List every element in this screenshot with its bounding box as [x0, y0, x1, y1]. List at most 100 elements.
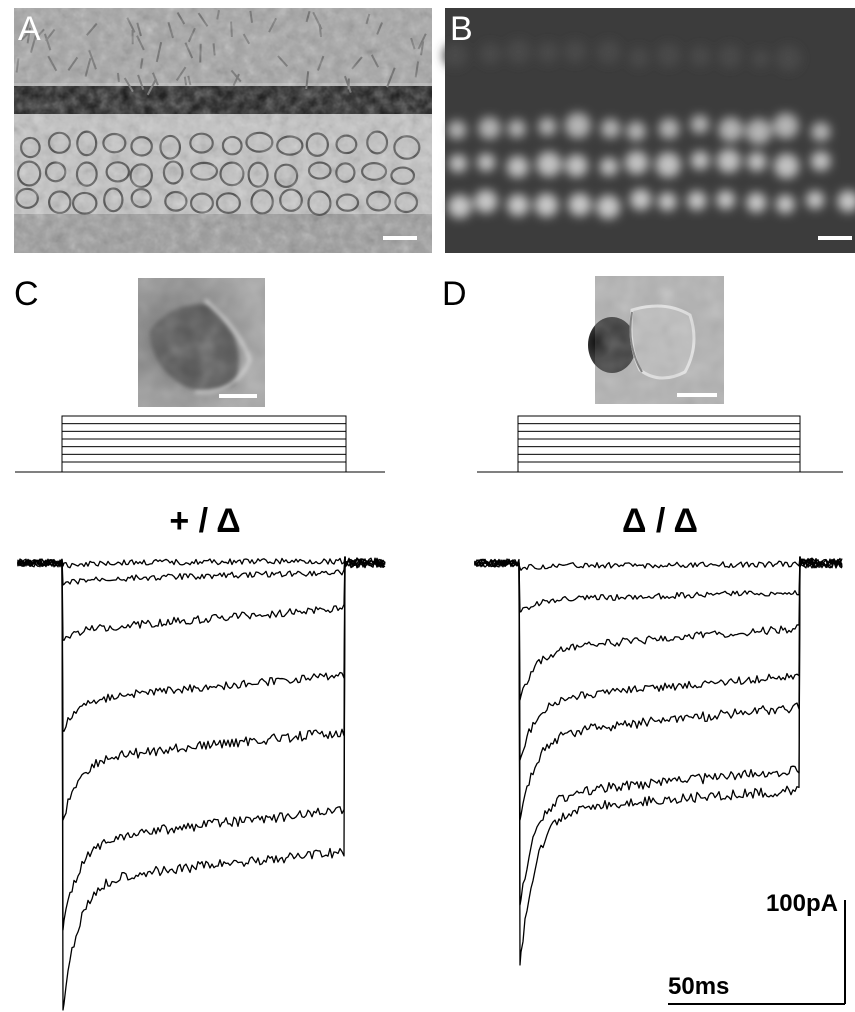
current-trace: [474, 556, 843, 906]
panel-d-label: D: [442, 275, 467, 313]
nucleus: [443, 43, 468, 68]
nucleus: [805, 190, 825, 210]
nucleus: [773, 153, 800, 179]
nucleus: [746, 192, 767, 213]
nucleus: [479, 43, 502, 65]
nucleus: [599, 157, 619, 177]
nucleus: [716, 190, 736, 210]
current-trace: [17, 556, 386, 821]
current-trace: [474, 556, 843, 966]
scale-bar-time-label: 50ms: [668, 973, 729, 1000]
nucleus: [745, 118, 772, 145]
nucleus: [773, 113, 799, 139]
nucleus: [536, 151, 562, 177]
nucleus: [506, 39, 531, 65]
current-trace: [17, 556, 386, 1011]
nucleus: [447, 194, 472, 219]
nucleus: [448, 154, 468, 173]
voltage-step: [61, 461, 347, 473]
voltage-step: [517, 430, 801, 473]
voltage-protocol-d: [477, 415, 843, 473]
voltage-step: [61, 446, 347, 473]
nucleus: [478, 117, 501, 140]
current-trace: [17, 556, 386, 641]
panel-b-label: B: [450, 10, 473, 48]
current-trace: [474, 556, 843, 613]
nucleus: [629, 188, 652, 211]
nucleus: [600, 118, 621, 139]
nucleus: [507, 119, 526, 138]
nucleus: [810, 151, 831, 172]
nucleus: [565, 112, 591, 139]
current-trace: [17, 556, 386, 732]
voltage-protocol-c: [15, 415, 385, 473]
nucleus: [507, 194, 530, 217]
panel-c-cell-image: [138, 278, 265, 407]
current-traces-c: [17, 556, 386, 1011]
scale-bar-a: [383, 236, 417, 240]
nucleus: [775, 194, 795, 214]
nucleus: [811, 122, 831, 142]
current-trace: [17, 556, 386, 569]
nucleus: [538, 117, 557, 136]
voltage-step: [517, 415, 801, 473]
current-trace: [474, 556, 843, 571]
current-trace: [17, 556, 386, 931]
nucleus: [537, 41, 559, 64]
nucleus: [746, 151, 767, 172]
nucleus: [718, 117, 744, 142]
nucleus: [655, 152, 681, 178]
panel-d-genotype: Δ / Δ: [622, 502, 698, 540]
voltage-step: [61, 438, 347, 473]
nucleus: [568, 193, 592, 217]
current-trace: [474, 556, 843, 761]
nucleus: [687, 190, 707, 211]
current-trace: [474, 556, 843, 821]
nucleus: [596, 194, 621, 219]
voltage-step: [517, 461, 801, 473]
nucleus: [658, 118, 680, 140]
voltage-step: [61, 453, 347, 473]
nuclei-rows: [443, 39, 855, 219]
nucleus: [565, 154, 588, 178]
current-traces-d: [474, 556, 843, 966]
nucleus: [563, 40, 587, 63]
scale-bar-b: [818, 236, 852, 240]
current-trace: [474, 556, 843, 701]
nucleus: [628, 47, 650, 68]
nucleus: [716, 148, 741, 173]
panel-a-label: A: [18, 10, 41, 48]
nucleus: [477, 153, 496, 172]
panel-b-micrograph: [443, 8, 855, 253]
electrophysiology-scale-bar: 100pA 50ms: [668, 890, 846, 1005]
voltage-step: [61, 430, 347, 473]
nucleus: [474, 189, 498, 213]
current-trace: [17, 556, 386, 586]
voltage-step: [517, 453, 801, 473]
voltage-step: [517, 446, 801, 473]
scale-bar-d: [677, 393, 717, 397]
nucleus: [689, 45, 711, 67]
nucleus: [718, 44, 742, 69]
scale-bar-current-label: 100pA: [766, 890, 838, 917]
nucleus: [626, 121, 646, 141]
nucleus: [624, 150, 649, 175]
nucleus: [690, 115, 710, 134]
panel-c-genotype: + / Δ: [169, 502, 240, 540]
nucleus: [657, 192, 677, 212]
nucleus: [775, 45, 802, 72]
nucleus: [751, 49, 770, 68]
nucleus: [837, 190, 855, 213]
voltage-step: [61, 415, 347, 473]
voltage-step: [517, 438, 801, 473]
nucleus: [534, 193, 559, 217]
scale-bar-c: [219, 394, 257, 398]
nucleus: [596, 40, 621, 65]
panel-c-label: C: [14, 275, 39, 313]
nucleus: [447, 120, 467, 140]
panel-a-micrograph: [14, 8, 432, 253]
nucleus: [506, 155, 529, 178]
panel-d-cell-image: [588, 276, 724, 404]
nucleus: [690, 150, 710, 170]
